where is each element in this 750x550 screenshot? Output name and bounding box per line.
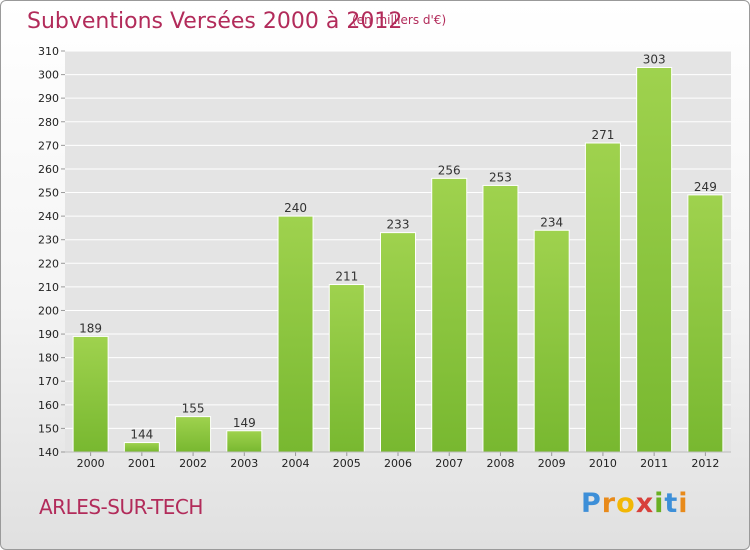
x-tick-label-2011: 2011 (640, 457, 668, 470)
commune-name: ARLES-SUR-TECH (39, 495, 203, 519)
data-label-2001: 144 (130, 428, 153, 442)
x-tick-label-2004: 2004 (282, 457, 310, 470)
data-label-2010: 271 (591, 128, 614, 142)
proxiti-logo: Proxiti (581, 488, 689, 519)
y-tick-label: 240 (38, 210, 59, 223)
y-tick-label: 180 (38, 352, 59, 365)
y-tick-label: 290 (38, 92, 59, 105)
x-tick-label-2001: 2001 (128, 457, 156, 470)
bar-2009 (533, 229, 570, 453)
data-label-2012: 249 (694, 180, 717, 194)
data-labels: 189 144 155 149 240 211 233 256 253 234 271 303 249 (79, 53, 717, 442)
x-tick-label-2006: 2006 (384, 457, 412, 470)
bar-2006 (380, 232, 416, 453)
logo-letter: r (601, 488, 617, 519)
y-tick-label: 170 (38, 375, 59, 388)
x-axis: 2000 2001 2002 2003 2004 2005 2006 2007 2008 2009… (77, 452, 719, 470)
y-tick-label: 230 (38, 234, 59, 247)
y-tick-label: 160 (38, 399, 59, 412)
y-tick-label: 260 (38, 163, 59, 176)
y-axis: 140 150 160 170 180 190 200 210 220 230 240 250 260 2… (38, 45, 65, 459)
data-label-2004: 240 (284, 201, 307, 215)
data-label-2009: 234 (540, 215, 563, 229)
x-tick-label-2008: 2008 (486, 457, 514, 470)
y-tick-label: 190 (38, 328, 59, 341)
y-tick-label: 270 (38, 139, 59, 152)
logo-letter: t (664, 488, 679, 519)
x-tick-label-2002: 2002 (179, 457, 207, 470)
logo-letter: P (581, 488, 602, 519)
bar-2011 (636, 67, 673, 453)
data-label-2007: 256 (438, 163, 461, 177)
y-tick-label: 220 (38, 257, 59, 270)
bar-2003 (226, 430, 263, 453)
y-tick-label: 300 (38, 69, 59, 82)
bar-2012 (687, 194, 724, 453)
x-tick-label-2005: 2005 (333, 457, 361, 470)
bar-2005 (328, 284, 365, 453)
data-label-2002: 155 (182, 402, 205, 416)
bar-2004 (277, 215, 314, 453)
logo-letter: x (635, 488, 655, 519)
chart-title: Subventions Versées 2000 à 2012 (27, 9, 403, 34)
y-tick-label: 250 (38, 187, 59, 200)
bar-2001 (123, 442, 160, 453)
y-tick-label: 140 (38, 446, 59, 459)
chart-subtitle: (en milliers d'€) (352, 13, 447, 27)
x-tick-label-2009: 2009 (538, 457, 566, 470)
bar-2008 (482, 184, 519, 453)
data-label-2006: 233 (387, 218, 410, 232)
x-tick-label-2010: 2010 (589, 457, 617, 470)
x-tick-label-2000: 2000 (77, 457, 105, 470)
bar-2000 (72, 335, 109, 453)
logo-letter: i (654, 488, 665, 519)
bar-2007 (431, 177, 468, 453)
y-tick-label: 280 (38, 116, 59, 129)
data-label-2005: 211 (335, 270, 358, 284)
x-tick-label-2003: 2003 (230, 457, 258, 470)
y-tick-label: 200 (38, 304, 59, 317)
x-tick-label-2012: 2012 (691, 457, 719, 470)
y-tick-label: 310 (38, 45, 59, 58)
logo-letter: i (678, 488, 689, 519)
data-label-2008: 253 (489, 170, 512, 184)
data-label-2003: 149 (233, 416, 256, 430)
bar-2002 (175, 416, 212, 453)
x-tick-label-2007: 2007 (435, 457, 463, 470)
bar-2010 (584, 142, 621, 453)
bars (72, 67, 724, 453)
logo-letter: o (616, 488, 636, 519)
y-tick-label: 210 (38, 281, 59, 294)
y-tick-label: 150 (38, 422, 59, 435)
data-label-2000: 189 (79, 321, 102, 335)
data-label-2011: 303 (643, 53, 666, 67)
